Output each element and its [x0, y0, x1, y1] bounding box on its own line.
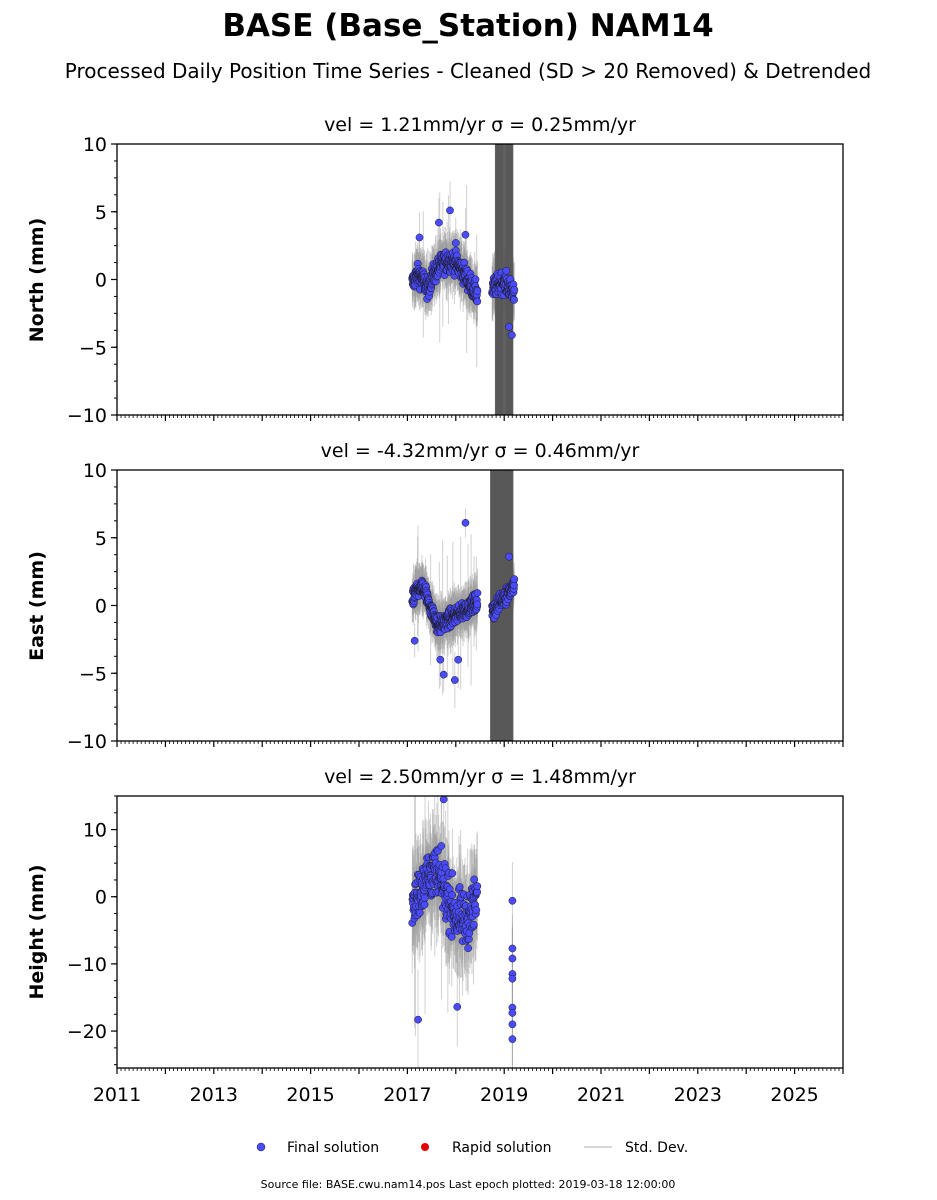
north-markers	[408, 206, 519, 339]
legend-final-label: Final solution	[287, 1140, 379, 1156]
height-ytick-label: −20	[67, 1021, 107, 1043]
final-solution-point	[473, 297, 482, 306]
final-solution-point	[508, 954, 517, 963]
final-solution-point	[473, 287, 482, 295]
final-solution-point	[410, 636, 419, 645]
final-solution-point	[508, 331, 516, 339]
xtick-label: 2011	[93, 1084, 141, 1106]
east-ytick-label: 10	[83, 460, 107, 482]
final-solution-point	[420, 900, 429, 909]
chart-subtitle: Processed Daily Position Time Series - C…	[65, 59, 871, 83]
footer-source: Source file: BASE.cwu.nam14.pos Last epo…	[261, 1178, 676, 1191]
final-solution-point	[510, 296, 518, 304]
final-solution-point	[450, 676, 459, 684]
east-ytick-label: −10	[67, 731, 107, 753]
final-solution-point	[508, 1020, 517, 1029]
final-solution-point	[508, 896, 517, 905]
height-panel: vel = 2.50mm/yr σ = 1.48mm/yr Height (mm…	[26, 766, 844, 1106]
north-ytick-label: 10	[83, 134, 107, 156]
final-solution-point	[473, 882, 482, 891]
final-solution-point	[473, 589, 482, 597]
final-solution-point	[461, 518, 470, 527]
east-panel-title: vel = -4.32mm/yr σ = 0.46mm/yr	[321, 440, 640, 462]
final-solution-point	[469, 920, 478, 929]
north-ylabel: North (mm)	[26, 218, 48, 343]
final-solution-point	[510, 575, 519, 583]
final-solution-point	[414, 1015, 422, 1024]
east-ytick-label: 0	[95, 596, 107, 618]
final-solution-point	[448, 869, 457, 878]
final-solution-point	[446, 206, 454, 215]
final-solution-point	[505, 552, 513, 561]
final-solution-point	[451, 239, 460, 247]
height-ylabel: Height (mm)	[26, 864, 48, 999]
east-panel: vel = -4.32mm/yr σ = 0.46mm/yr East (mm)…	[26, 440, 844, 753]
north-ytick-label: −5	[79, 337, 107, 359]
north-axes-frame	[116, 143, 844, 416]
height-axes-frame	[116, 795, 844, 1069]
final-solution-point	[455, 883, 464, 891]
final-solution-point	[508, 944, 517, 953]
final-solution-point	[415, 908, 424, 917]
final-solution-point	[505, 323, 513, 331]
final-solution-point	[454, 655, 463, 664]
final-solution-point	[471, 275, 480, 284]
final-solution-point	[464, 944, 472, 953]
north-ytick-label: 0	[95, 270, 107, 292]
final-solution-point	[472, 906, 481, 914]
east-plot-area	[408, 470, 519, 741]
north-panel-title: vel = 1.21mm/yr σ = 0.25mm/yr	[324, 114, 636, 136]
north-panel: vel = 1.21mm/yr σ = 0.25mm/yr North (mm)…	[26, 114, 844, 427]
xtick-label: 2013	[190, 1084, 238, 1106]
legend-stddev-label: Std. Dev.	[625, 1140, 688, 1156]
east-ylabel: East (mm)	[26, 551, 48, 661]
final-solution-point	[453, 1003, 462, 1011]
xtick-label: 2025	[770, 1084, 818, 1106]
final-solution-point	[439, 796, 448, 804]
final-solution-point	[439, 670, 448, 679]
final-solution-point	[473, 600, 482, 609]
legend-rapid-label: Rapid solution	[452, 1140, 552, 1156]
height-panel-title: vel = 2.50mm/yr σ = 1.48mm/yr	[324, 766, 636, 788]
north-ytick-label: 5	[95, 202, 107, 224]
final-solution-point	[508, 1035, 517, 1043]
final-solution-point	[461, 230, 470, 239]
north-ytick-label: −10	[67, 405, 107, 427]
final-solution-point	[470, 875, 479, 884]
height-ytick-label: 0	[95, 887, 107, 909]
final-solution-point	[420, 894, 429, 902]
xtick-label: 2021	[577, 1084, 625, 1106]
final-solution-point	[436, 655, 445, 664]
height-plot-area	[408, 796, 517, 1068]
final-solution-point	[435, 218, 443, 227]
east-ytick-label: −5	[79, 663, 107, 685]
final-solution-point	[510, 285, 519, 294]
legend-rapid-marker	[421, 1143, 429, 1151]
height-ytick-label: 10	[83, 820, 107, 842]
xtick-label: 2017	[383, 1084, 431, 1106]
final-solution-point	[437, 842, 446, 850]
legend: Final solution Rapid solution Std. Dev.	[256, 1140, 688, 1156]
xtick-label: 2019	[480, 1084, 528, 1106]
final-solution-point	[448, 891, 457, 899]
xtick-label: 2015	[286, 1084, 334, 1106]
legend-final-marker	[256, 1142, 266, 1152]
chart-title: BASE (Base_Station) NAM14	[222, 8, 713, 44]
east-markers	[408, 518, 519, 684]
final-solution-point	[447, 933, 456, 941]
height-ytick-label: −10	[67, 954, 107, 976]
final-solution-point	[502, 266, 511, 275]
final-solution-point	[415, 233, 424, 242]
east-ytick-label: 5	[95, 528, 107, 550]
final-solution-point	[508, 1009, 517, 1017]
final-solution-point	[508, 974, 517, 983]
height-markers	[408, 796, 517, 1043]
xtick-label: 2023	[674, 1084, 722, 1106]
north-plot-area	[408, 144, 519, 415]
